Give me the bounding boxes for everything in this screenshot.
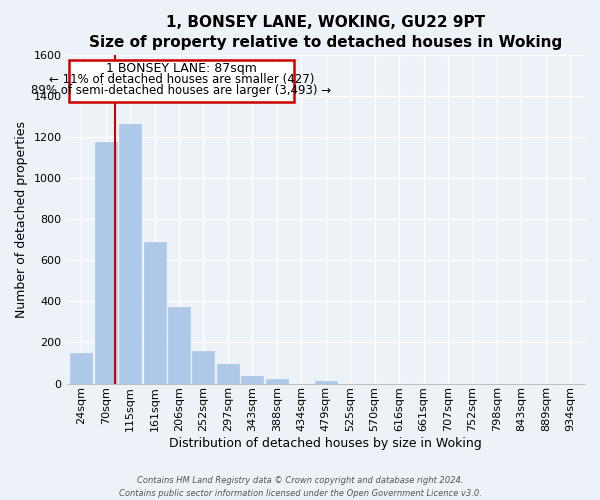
Bar <box>241 376 263 384</box>
Bar <box>217 364 239 384</box>
Bar <box>95 142 116 384</box>
Text: ← 11% of detached houses are smaller (427): ← 11% of detached houses are smaller (42… <box>49 73 314 86</box>
FancyBboxPatch shape <box>69 60 294 102</box>
Y-axis label: Number of detached properties: Number of detached properties <box>15 121 28 318</box>
Text: Contains HM Land Registry data © Crown copyright and database right 2024.
Contai: Contains HM Land Registry data © Crown c… <box>119 476 481 498</box>
Title: 1, BONSEY LANE, WOKING, GU22 9PT
Size of property relative to detached houses in: 1, BONSEY LANE, WOKING, GU22 9PT Size of… <box>89 15 562 50</box>
Bar <box>119 124 141 384</box>
Bar <box>315 382 337 384</box>
Bar <box>193 350 214 384</box>
Bar <box>266 379 288 384</box>
Bar <box>70 353 92 384</box>
Bar <box>168 306 190 384</box>
Text: 89% of semi-detached houses are larger (3,493) →: 89% of semi-detached houses are larger (… <box>31 84 332 97</box>
X-axis label: Distribution of detached houses by size in Woking: Distribution of detached houses by size … <box>169 437 482 450</box>
Bar <box>143 242 166 384</box>
Text: 1 BONSEY LANE: 87sqm: 1 BONSEY LANE: 87sqm <box>106 62 257 75</box>
